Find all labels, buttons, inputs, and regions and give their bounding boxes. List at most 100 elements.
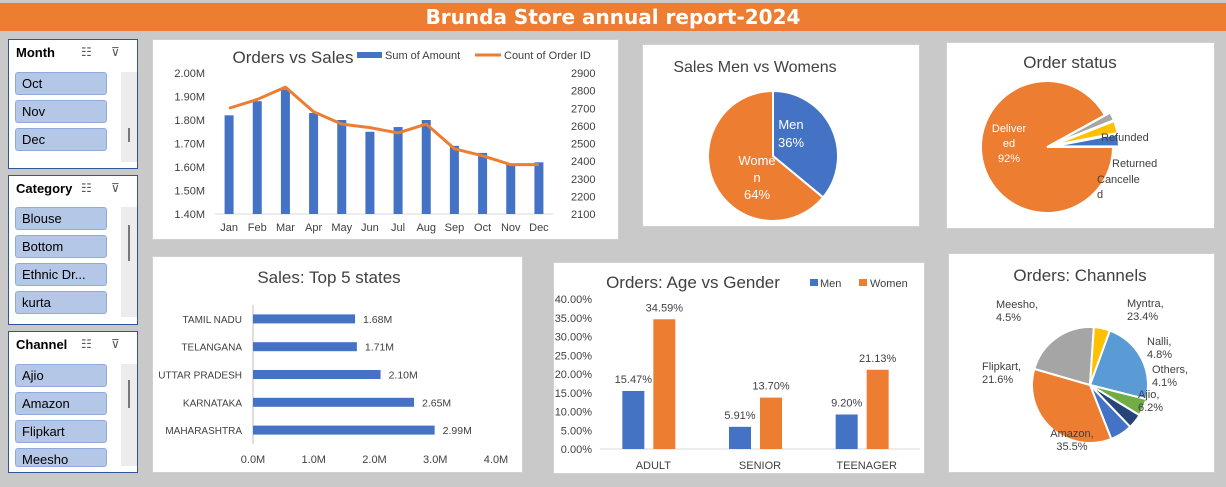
channel-item-flipkart[interactable]: Flipkart [15,420,107,443]
channel-item-ajio[interactable]: Ajio [15,364,107,387]
chart-title: Sales: Top 5 states [257,268,400,287]
month-item-oct[interactable]: Oct [15,72,107,95]
y-tick: 30.00% [555,332,593,344]
y-tick-state: TAMIL NADU [183,315,242,326]
bar-amount[interactable] [252,101,262,214]
pie-slice-cancelled[interactable] [1052,132,1120,148]
legend-label-count: Count of Order ID [504,50,591,62]
bar-state[interactable] [253,425,435,435]
bar-amount[interactable] [393,127,403,214]
chart-title: Order status [1023,53,1117,72]
pie-label-cancelled: Cancelle [1097,174,1140,186]
month-scrollbar[interactable] [121,72,137,162]
y-tick: 35.00% [555,313,593,325]
category-scrollbar[interactable] [121,207,137,317]
y-tick: 25.00% [555,350,593,362]
bar-women[interactable] [653,319,676,449]
pie-label-delivered: 92% [998,153,1020,165]
line-order-count[interactable] [228,85,539,167]
month-slicer[interactable]: Month ☷ ⊽ Oct Nov Dec [8,39,138,169]
chart-title: Sales Men vs Womens [673,59,836,76]
y-tick-right: 2300 [571,174,595,186]
pie-label-men: Men [778,117,803,132]
bar-state[interactable] [253,342,357,352]
category-slicer[interactable]: Category ☷ ⊽ Blouse Bottom Ethnic Dr... … [8,175,138,325]
channel-scrollbar[interactable] [121,364,137,466]
bar-state[interactable] [253,314,356,324]
bar-amount[interactable] [280,89,290,214]
top5-states-chart: Sales: Top 5 states TAMIL NADU 1.68M TELANG… [158,268,508,466]
bar-amount[interactable] [534,162,544,214]
multi-select-icon[interactable]: ☷ [81,337,92,351]
category-item-ethnic[interactable]: Ethnic Dr... [15,263,107,286]
y-tick: 40.00% [555,294,593,306]
age-vs-gender-panel[interactable]: Orders: Age vs Gender Men Women 0.00% 5.00% 1… [553,262,925,474]
x-tick: Jul [391,222,405,234]
x-tick: 2.0M [362,454,386,466]
top5-states-panel[interactable]: Sales: Top 5 states TAMIL NADU 1.68M TELANG… [152,256,523,473]
category-item-bottom[interactable]: Bottom [15,235,107,258]
bar-amount[interactable] [421,120,431,214]
bar-amount[interactable] [224,115,234,214]
clear-filter-icon[interactable]: ⊽ [111,337,120,351]
y-tick: 20.00% [555,369,593,381]
bar-men[interactable] [622,390,645,449]
sales-men-women-chart: Sales Men vs Womens Men 36%Wome n 64% [673,59,839,222]
pie-slice-returned[interactable] [1052,119,1119,147]
category-item-blouse[interactable]: Blouse [15,207,107,230]
pie-label-myntra: Myntra, [1127,298,1164,310]
bar-women[interactable] [866,369,889,449]
bar-amount[interactable] [478,152,488,214]
pie-label-delivered: ed [1003,138,1015,150]
pie-label-ajio: 6.2% [1138,402,1163,414]
month-item-dec[interactable]: Dec [15,128,107,151]
category-item-kurta[interactable]: kurta [15,291,107,314]
multi-select-icon[interactable]: ☷ [81,45,92,59]
order-status-panel[interactable]: Order status Deliver ed 92% Refunded Returned… [946,42,1215,229]
legend-label-men: Men [820,278,841,290]
chart-title: Orders: Age vs Gender [606,273,780,292]
clear-filter-icon[interactable]: ⊽ [111,45,120,59]
chart-title: Orders vs Sales [233,48,354,67]
bar-amount[interactable] [309,112,319,214]
bar-men[interactable] [835,414,858,450]
clear-filter-icon[interactable]: ⊽ [111,181,120,195]
x-tick: Jan [220,222,238,234]
x-tick: May [331,222,352,234]
pie-slice-amazon[interactable] [1031,367,1113,444]
bar-amount[interactable] [337,120,347,214]
channel-item-meesho[interactable]: Meesho [15,448,107,467]
bar-state[interactable] [253,397,414,407]
x-tick: Apr [305,222,322,234]
bar-amount[interactable] [506,164,516,214]
pie-slice-meesho[interactable] [1089,326,1112,386]
channel-item-amazon[interactable]: Amazon [15,392,107,415]
pie-slice-men[interactable] [772,89,839,199]
bar-women[interactable] [760,397,782,449]
bar-men[interactable] [729,426,751,449]
x-tick: SENIOR [739,460,781,472]
y-tick-state: MAHARASHTRA [165,426,242,437]
pie-label-others: 4.1% [1152,377,1177,389]
legend-swatch-amount [357,52,382,58]
sales-men-women-panel[interactable]: Sales Men vs Womens Men 36% Wome n 64% [642,44,920,227]
data-label: 5.91% [724,410,755,422]
channel-slicer[interactable]: Channel ☷ ⊽ Ajio Amazon Flipkart Meesho [8,331,138,473]
y-tick-right: 2100 [571,209,595,221]
pie-slice-flipkart[interactable] [1033,326,1095,387]
legend-label-women: Women [870,278,908,290]
month-item-nov[interactable]: Nov [15,100,107,123]
y-tick-left: 1.70M [174,139,205,151]
channels-panel[interactable]: Orders: Channels Myntra, 23.4% Nalli, 4.8% Ot… [948,253,1215,473]
orders-vs-sales-panel[interactable]: Orders vs Sales Sum of Amount Count of Ord… [152,39,619,240]
bar-amount[interactable] [449,145,459,214]
y-tick-left: 1.90M [174,92,205,104]
bar-state[interactable] [253,370,381,379]
pie-slice-women[interactable] [707,89,825,222]
bar-amount[interactable] [365,131,375,214]
order-status-chart: Order status Deliver ed 92% Refunded Returned… [980,53,1157,214]
multi-select-icon[interactable]: ☷ [81,181,92,195]
pie-slice-delivered[interactable] [980,80,1115,214]
data-label: 34.59% [646,302,684,314]
data-label: 2.99M [443,425,472,437]
